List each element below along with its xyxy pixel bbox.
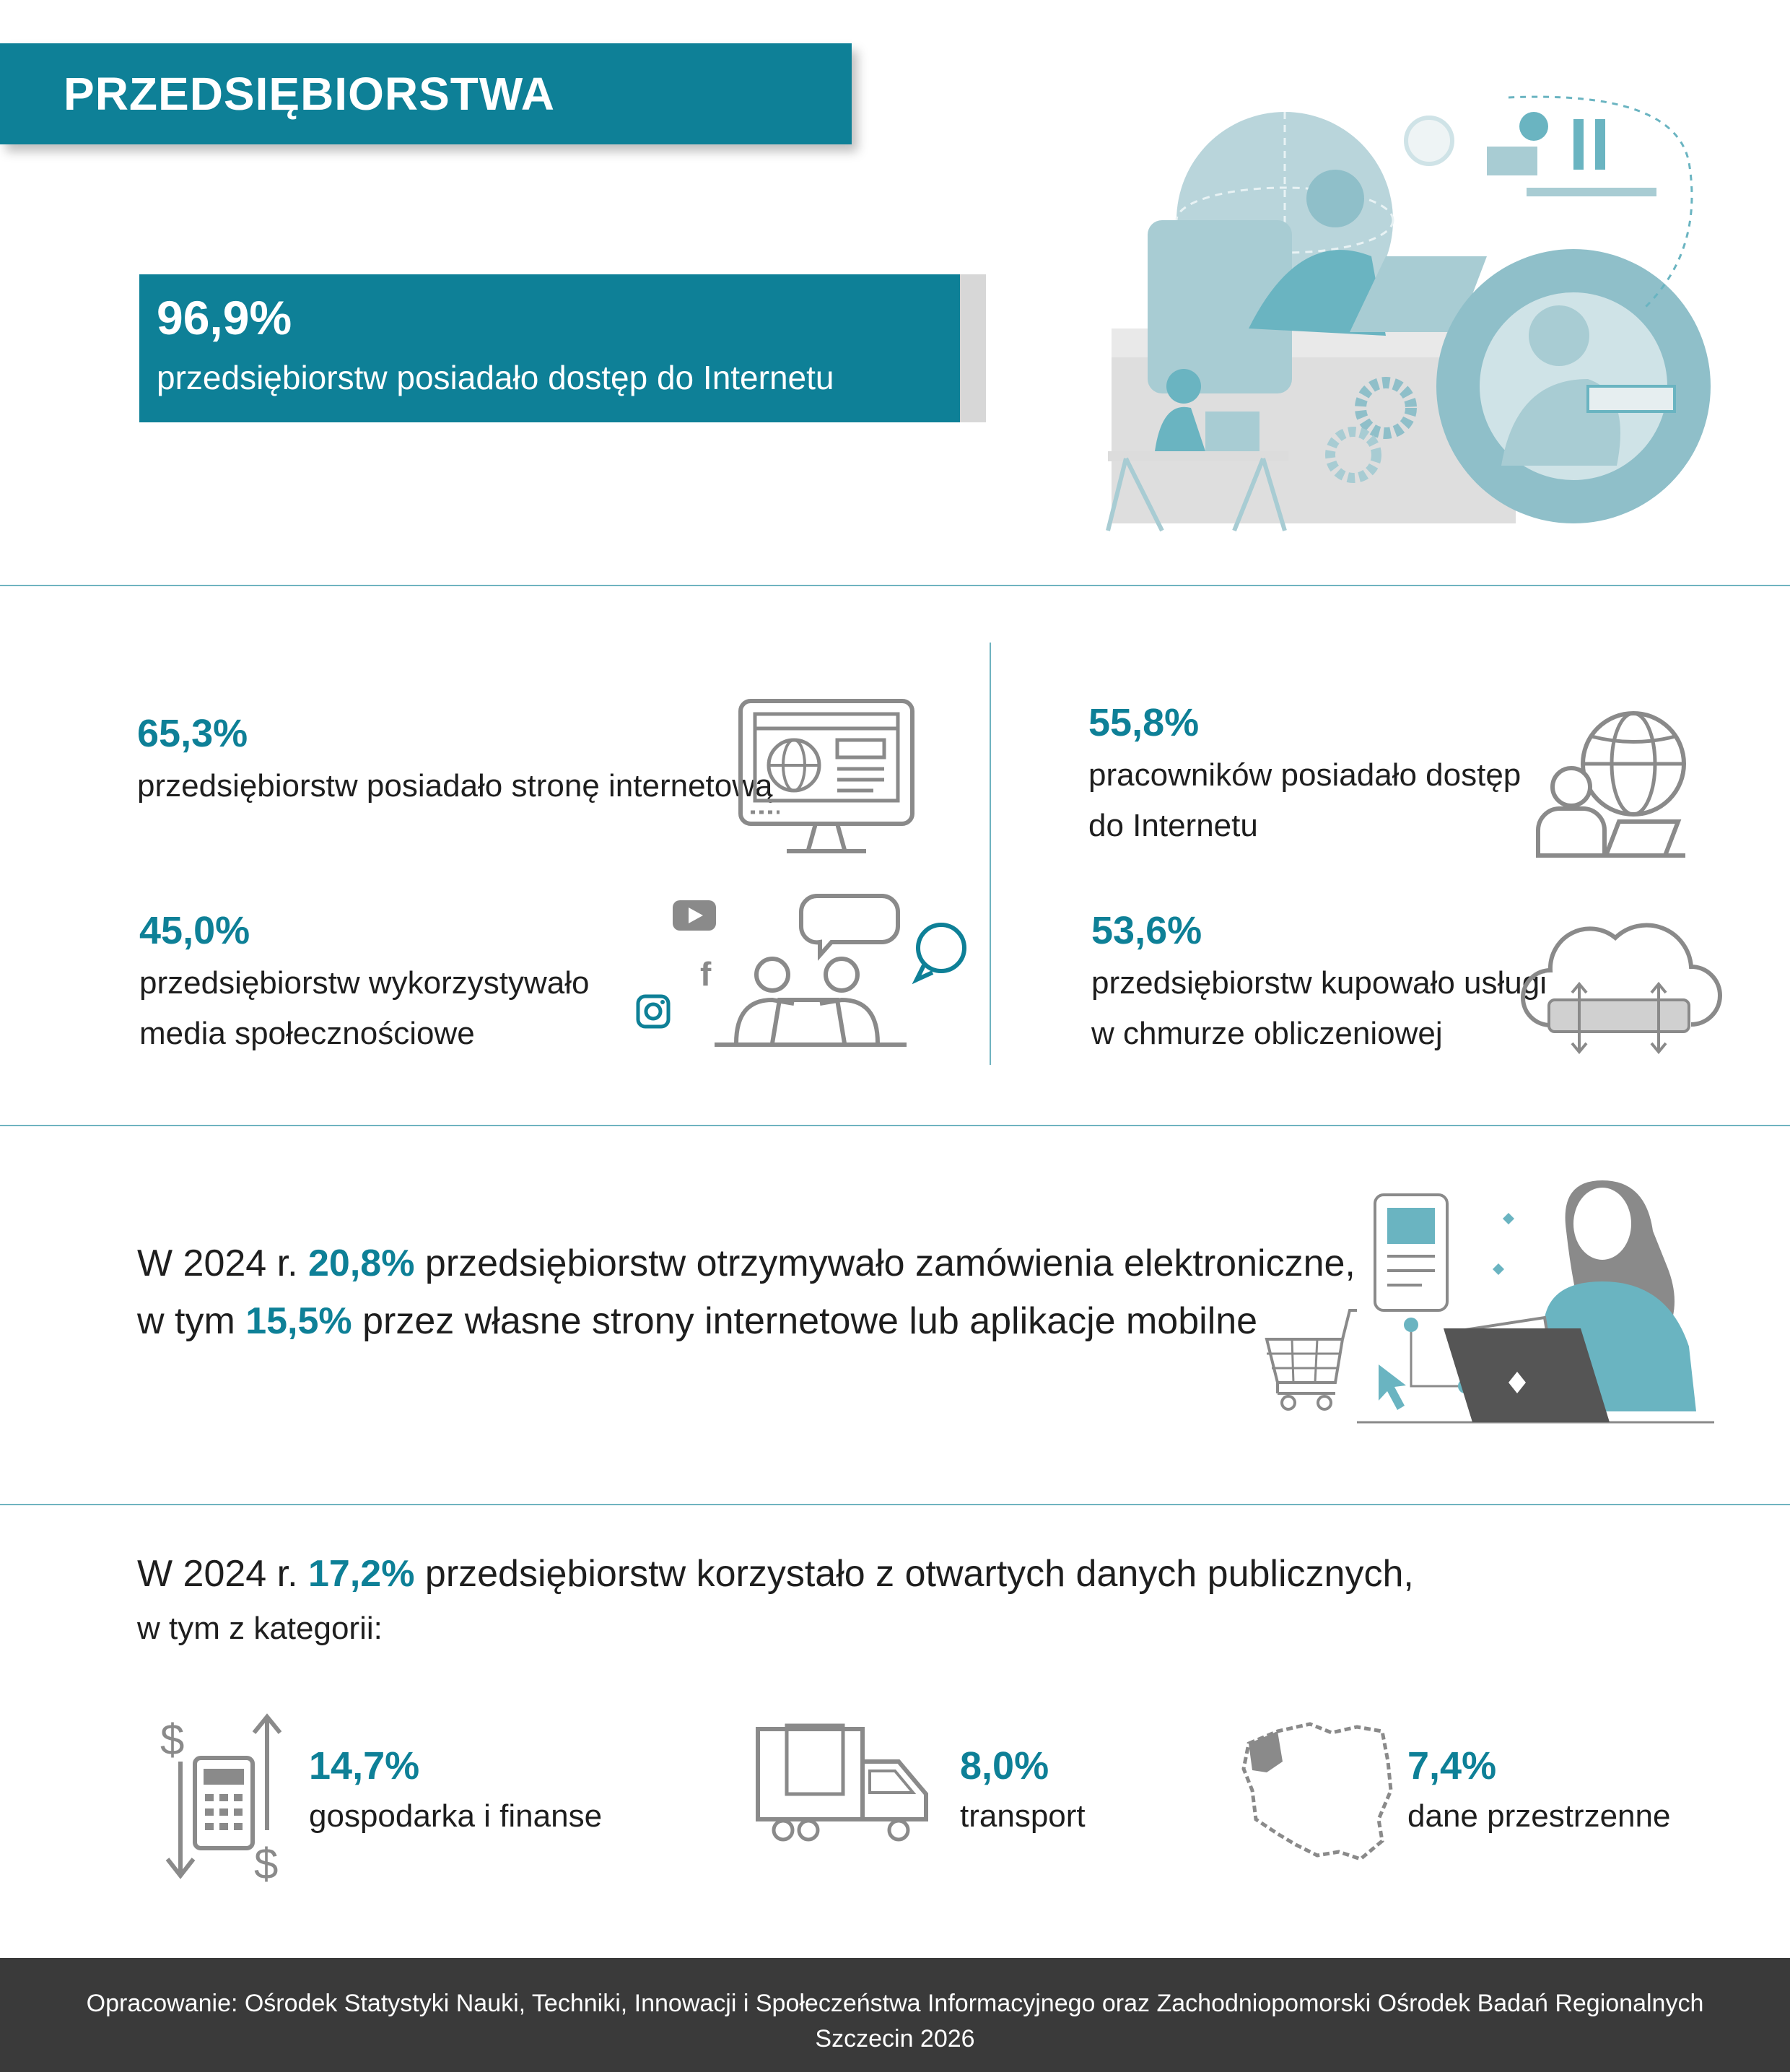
internet-access-value: 96,9% [157, 291, 292, 344]
social-media-label-line1: przedsiębiorstw wykorzystywało [139, 965, 590, 1001]
footer [0, 1958, 1790, 2072]
open-data-sentence-line2: w tym z kategorii: [137, 1611, 383, 1646]
category-value-spatial: 7,4% [1407, 1744, 1497, 1788]
employees-internet-label-line1: pracowników posiadało dostęp [1088, 757, 1522, 793]
employees-internet-label-line2: do Internetu [1088, 808, 1258, 843]
website-value: 65,3% [137, 712, 248, 755]
category-label-transport: transport [960, 1798, 1086, 1834]
truck-icon [756, 1723, 928, 1842]
svg-text:f: f [700, 955, 712, 993]
office-illustration [1106, 95, 1711, 532]
social-media-label-line2: media społecznościowe [139, 1016, 475, 1051]
social-media-value: 45,0% [139, 909, 250, 952]
orders-sentence-line2: w tym 15,5% przez własne strony internet… [137, 1300, 1258, 1342]
section-divider [0, 585, 1790, 586]
cloud-server-icon [1521, 923, 1722, 1055]
section-divider [0, 1125, 1790, 1126]
column-divider [990, 643, 991, 1065]
progress-bar-fill [139, 274, 960, 422]
website-monitor-icon [738, 699, 914, 853]
progress-bar-track [957, 274, 986, 422]
orders-sentence-line1: W 2024 r. 20,8% przedsiębiorstw otrzymyw… [137, 1242, 1355, 1284]
open-data-value: 17,2% [308, 1553, 415, 1595]
footer-place-year: Szczecin 2026 [815, 2025, 975, 2053]
category-label-finance: gospodarka i finanse [309, 1798, 603, 1834]
section-divider [0, 1504, 1790, 1505]
internet-access-label: przedsiębiorstw posiadało dostęp do Inte… [157, 359, 834, 396]
footer-credits: Opracowanie: Ośrodek Statystyki Nauki, T… [86, 1990, 1704, 2017]
website-label: przedsiębiorstw posiadało stronę interne… [137, 768, 773, 804]
category-label-spatial: dane przestrzenne [1407, 1798, 1671, 1834]
online-shopping-illustration [1265, 1180, 1714, 1424]
header-banner [0, 43, 852, 144]
social-media-icon: f [636, 894, 966, 1047]
poland-map-icon [1241, 1722, 1393, 1861]
cloud-value: 53,6% [1091, 909, 1202, 952]
category-value-finance: 14,7% [309, 1744, 420, 1788]
orders-value: 20,8% [308, 1242, 415, 1284]
svg-text:$: $ [254, 1840, 278, 1888]
open-data-sentence-line1: W 2024 r. 17,2% przedsiębiorstw korzysta… [137, 1553, 1414, 1595]
own-sites-value: 15,5% [245, 1300, 352, 1342]
finance-icon: $ $ [160, 1713, 282, 1888]
cloud-label-line1: przedsiębiorstw kupowało usługi [1091, 965, 1547, 1001]
cloud-label-line2: w chmurze obliczeniowej [1091, 1016, 1443, 1051]
svg-text:$: $ [160, 1715, 184, 1764]
employees-internet-value: 55,8% [1088, 701, 1200, 744]
globe-user-laptop-icon [1536, 711, 1686, 858]
page-title: PRZEDSIĘBIORSTWA [64, 68, 555, 120]
category-value-transport: 8,0% [960, 1744, 1049, 1788]
